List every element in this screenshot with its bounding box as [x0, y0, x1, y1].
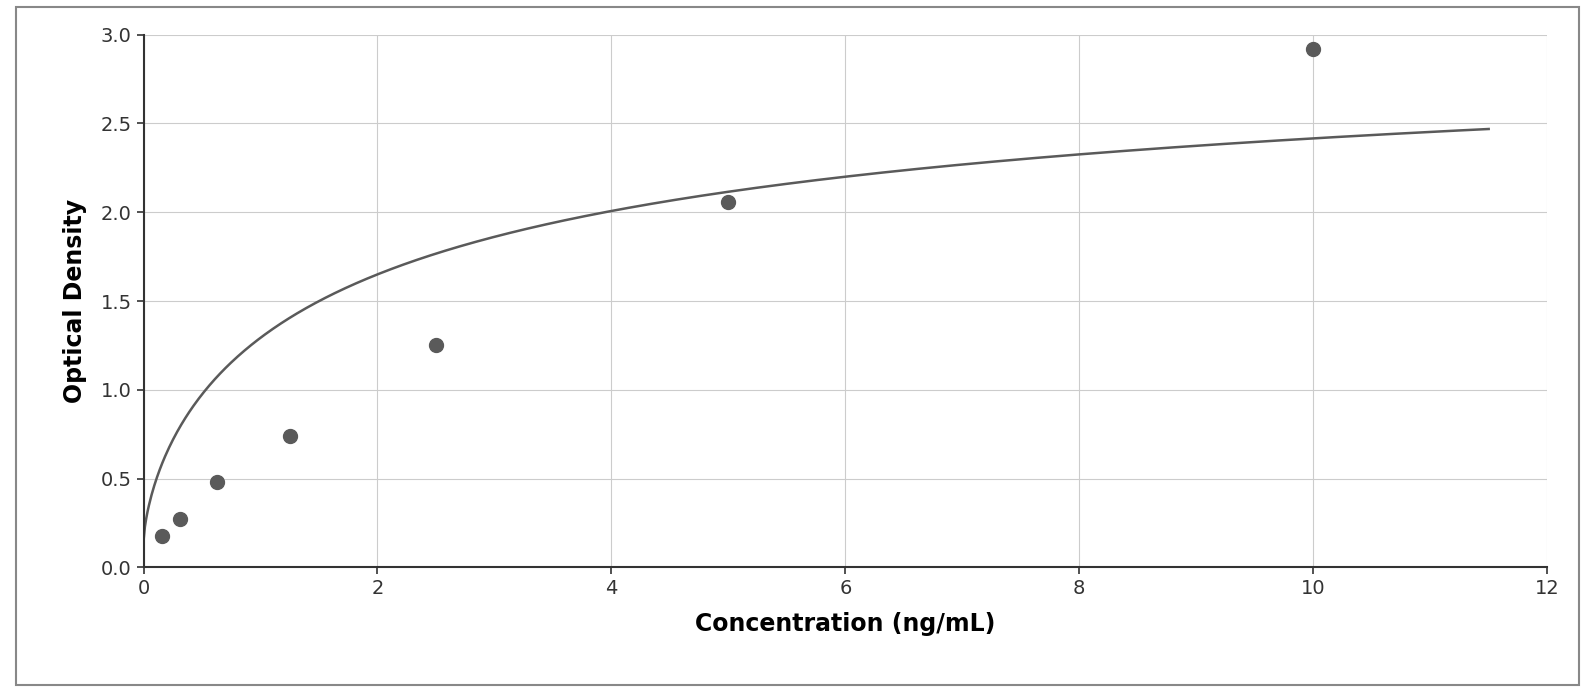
X-axis label: Concentration (ng/mL): Concentration (ng/mL) [695, 612, 995, 636]
Point [204, 477, 230, 488]
Point [167, 514, 193, 525]
Point [278, 430, 303, 441]
Y-axis label: Optical Density: Optical Density [62, 199, 86, 403]
Point [1300, 44, 1325, 55]
Point [148, 531, 174, 542]
Point [423, 340, 448, 351]
Point [716, 196, 742, 207]
